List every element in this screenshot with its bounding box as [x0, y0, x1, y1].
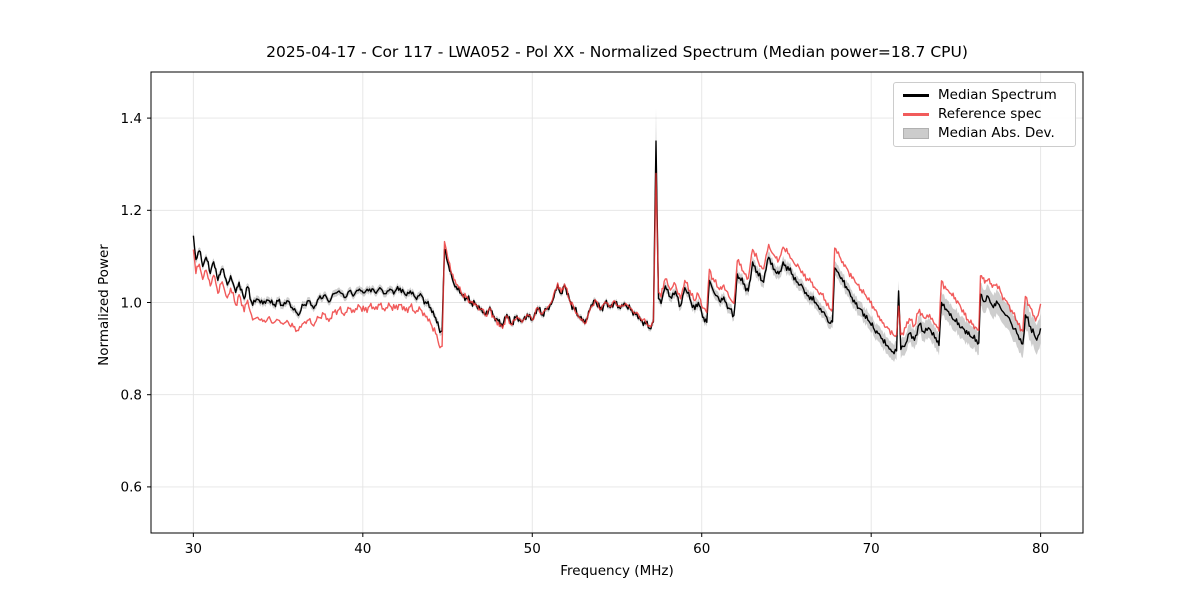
legend-label: Median Abs. Dev.: [938, 125, 1055, 141]
svg-text:60: 60: [693, 541, 710, 557]
legend-item-median-spectrum: Median Spectrum: [903, 87, 1066, 104]
legend-label: Reference spec: [938, 106, 1042, 122]
legend-item-reference-spec: Reference spec: [903, 106, 1066, 123]
legend-item-median-abs-dev: Median Abs. Dev.: [903, 125, 1066, 142]
svg-text:1.4: 1.4: [121, 111, 142, 127]
mad-patch-icon: [903, 128, 929, 139]
svg-text:1.0: 1.0: [121, 295, 142, 311]
svg-text:1.2: 1.2: [121, 203, 142, 219]
svg-text:30: 30: [185, 541, 202, 557]
reference-spec-line: [192, 172, 1042, 349]
svg-text:40: 40: [354, 541, 371, 557]
svg-text:50: 50: [524, 541, 541, 557]
median-spectrum-line: [192, 140, 1042, 355]
svg-text:80: 80: [1032, 541, 1049, 557]
reference-line-icon: [903, 113, 929, 116]
legend: Median Spectrum Reference spec Median Ab…: [893, 82, 1076, 147]
chart-title: 2025-04-17 - Cor 117 - LWA052 - Pol XX -…: [266, 43, 968, 61]
y-axis-ticks: 0.6 0.8 1.0 1.2 1.4: [121, 111, 151, 496]
legend-label: Median Spectrum: [938, 87, 1057, 103]
svg-text:70: 70: [863, 541, 880, 557]
median-line-icon: [903, 94, 929, 97]
svg-text:0.6: 0.6: [121, 480, 142, 496]
svg-text:0.8: 0.8: [121, 388, 142, 404]
x-axis-ticks: 30 40 50 60 70 80: [185, 533, 1049, 557]
x-axis-label: Frequency (MHz): [560, 563, 674, 579]
